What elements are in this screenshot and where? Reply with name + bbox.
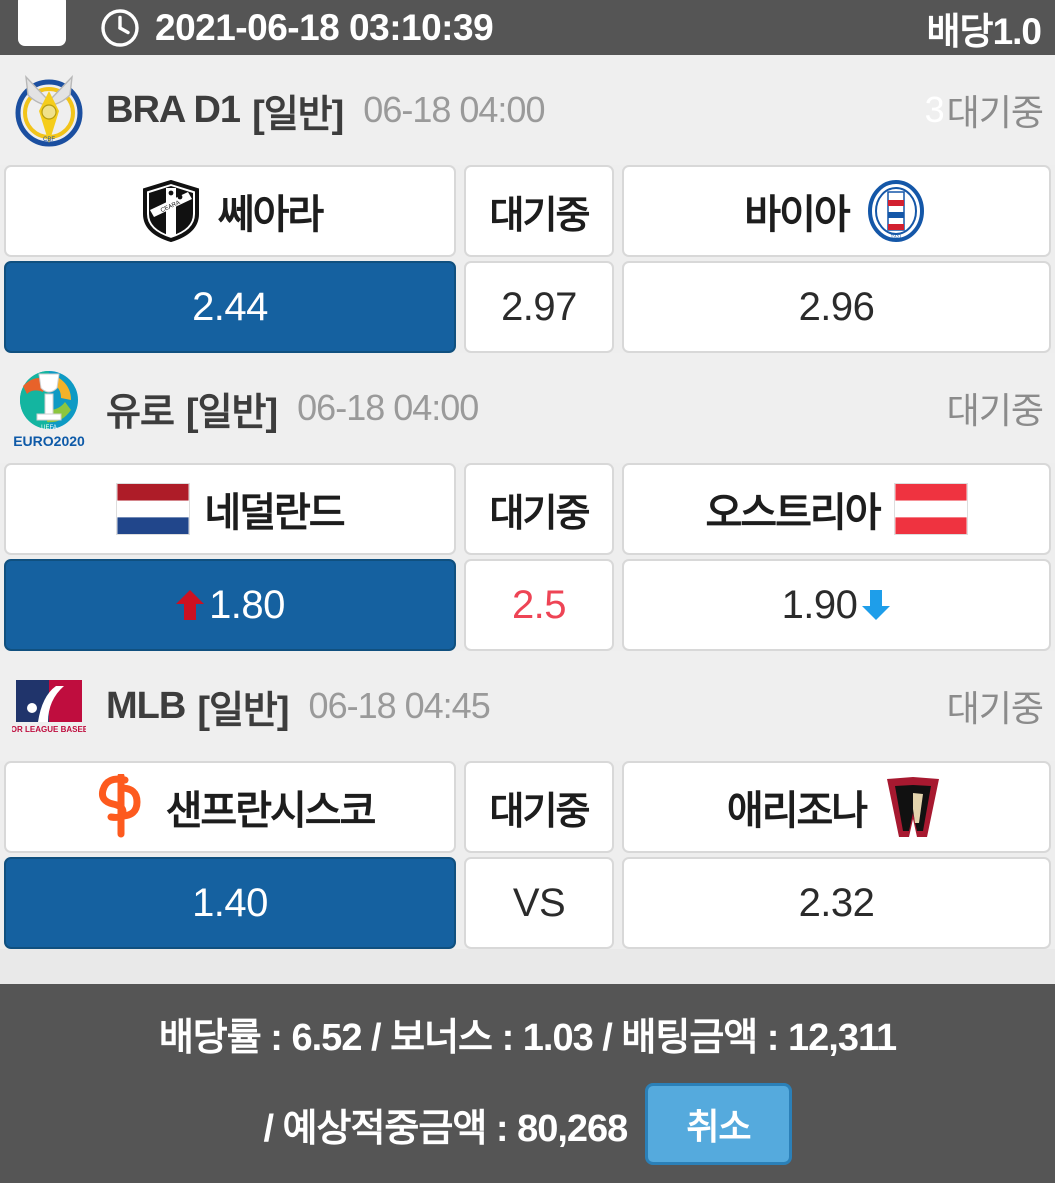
league-name: BRA D1 bbox=[106, 88, 241, 131]
bet-kind: [일반] bbox=[197, 689, 289, 732]
draw-odds-value: VS bbox=[512, 880, 566, 925]
home-team-cell[interactable]: 네덜란드 bbox=[4, 463, 456, 555]
austria-flag bbox=[893, 483, 968, 535]
arizona-diamondbacks-logo bbox=[880, 774, 946, 840]
away-team-cell[interactable]: 애리조나 bbox=[622, 761, 1051, 853]
away-team-name: 바이아 bbox=[744, 193, 850, 237]
san-francisco-giants-logo bbox=[86, 774, 152, 840]
home-odds-value: 1.80 bbox=[209, 582, 285, 627]
match-section: CBF BRA D1 [일반] 06-18 04:00 3 대기중 bbox=[0, 55, 1055, 353]
odds-row: 1.40 VS 2.32 bbox=[0, 857, 1055, 949]
match-section: UEFA EURO2020 유로 [일반] 06-18 04:00 대기중 bbox=[0, 353, 1055, 651]
away-odds-value: 2.96 bbox=[798, 284, 875, 329]
draw-label: 대기중 bbox=[489, 194, 591, 237]
team-row: 네덜란드 대기중 오스트리아 bbox=[0, 463, 1055, 559]
svg-text:EURO2020: EURO2020 bbox=[13, 433, 85, 449]
home-odds-value: 1.40 bbox=[192, 880, 268, 925]
mlb-logo: MAJOR LEAGUE BASEBALL bbox=[10, 662, 88, 750]
svg-text:1931: 1931 bbox=[890, 234, 901, 240]
draw-odds-button[interactable]: 2.97 bbox=[464, 261, 614, 353]
section-status: 대기중 bbox=[946, 688, 1044, 729]
away-odds-value: 1.90 bbox=[781, 582, 858, 627]
draw-odds-button[interactable]: 2.5 bbox=[464, 559, 614, 651]
brasileirao-trophy-logo: CBF bbox=[10, 66, 88, 154]
section-status-group: 대기중 bbox=[945, 382, 1044, 434]
home-odds-value: 2.44 bbox=[192, 284, 268, 329]
match-time: 06-18 04:00 bbox=[297, 387, 479, 428]
home-odds-button[interactable]: 1.80 bbox=[4, 559, 456, 651]
esporte-clube-bahia-crest: 1931 bbox=[863, 178, 929, 244]
current-datetime: 2021-06-18 03:10:39 bbox=[155, 6, 494, 48]
odds-row: 1.80 2.5 1.90 bbox=[0, 559, 1055, 651]
home-odds-button[interactable]: 1.40 bbox=[4, 857, 456, 949]
section-status: 대기중 bbox=[946, 92, 1044, 133]
draw-odds-value: 2.5 bbox=[511, 582, 567, 627]
team-row: 샌프란시스코 대기중 애리조나 bbox=[0, 761, 1055, 857]
away-odds-value: 2.32 bbox=[798, 880, 875, 925]
match-section: MAJOR LEAGUE BASEBALL MLB [일반] 06-18 04:… bbox=[0, 651, 1055, 949]
odds-row: 2.44 2.97 2.96 bbox=[0, 261, 1055, 353]
home-team-cell[interactable]: CEARA 쎄아라 bbox=[4, 165, 456, 257]
section-status-group: 대기중 bbox=[945, 680, 1044, 732]
top-bar: 2021-06-18 03:10:39 배당1.0 bbox=[0, 0, 1055, 55]
section-header[interactable]: UEFA EURO2020 유로 [일반] 06-18 04:00 대기중 bbox=[0, 353, 1055, 463]
section-header[interactable]: MAJOR LEAGUE BASEBALL MLB [일반] 06-18 04:… bbox=[0, 651, 1055, 761]
team-row: CEARA 쎄아라 대기중 바이아 bbox=[0, 165, 1055, 261]
away-team-name: 애리조나 bbox=[726, 789, 868, 833]
draw-status-cell[interactable]: 대기중 bbox=[464, 761, 614, 853]
svg-text:UEFA: UEFA bbox=[41, 425, 57, 431]
match-time: 06-18 04:00 bbox=[363, 89, 545, 130]
bet-summary-row-2: / 예상적중금액 : 80,268 취소 bbox=[263, 1083, 792, 1165]
home-team-name: 쎄아라 bbox=[217, 193, 324, 237]
league-name: 유로 bbox=[106, 391, 175, 434]
odds-down-arrow-icon bbox=[862, 590, 891, 620]
match-time: 06-18 04:45 bbox=[308, 685, 491, 726]
cancel-button[interactable]: 취소 bbox=[645, 1083, 792, 1165]
draw-status-cell[interactable]: 대기중 bbox=[464, 463, 614, 555]
away-odds-button[interactable]: 2.96 bbox=[622, 261, 1051, 353]
netherlands-flag bbox=[116, 483, 191, 535]
draw-status-cell[interactable]: 대기중 bbox=[464, 165, 614, 257]
match-list: CBF BRA D1 [일반] 06-18 04:00 3 대기중 bbox=[0, 55, 1055, 984]
odds-up-arrow-icon bbox=[176, 590, 205, 620]
home-team-cell[interactable]: 샌프란시스코 bbox=[4, 761, 456, 853]
home-team-name: 네덜란드 bbox=[204, 491, 345, 535]
bet-kind: [일반] bbox=[252, 93, 344, 136]
odds-badge: 배당1.0 bbox=[926, 10, 1042, 52]
draw-label: 대기중 bbox=[489, 492, 591, 535]
white-square-checkbox[interactable] bbox=[18, 0, 66, 46]
home-team-name: 샌프란시스코 bbox=[165, 789, 377, 833]
section-count-badge: 3 bbox=[924, 89, 945, 130]
svg-text:MAJOR LEAGUE BASEBALL: MAJOR LEAGUE BASEBALL bbox=[12, 725, 86, 734]
league-name: MLB bbox=[106, 684, 186, 727]
away-odds-button[interactable]: 1.90 bbox=[622, 559, 1051, 651]
euro-2020-logo: UEFA EURO2020 bbox=[10, 364, 88, 452]
section-status: 대기중 bbox=[946, 390, 1044, 431]
draw-label: 대기중 bbox=[489, 790, 591, 833]
section-header[interactable]: CBF BRA D1 [일반] 06-18 04:00 3 대기중 bbox=[0, 55, 1055, 165]
bet-summary-footer: 배당률 : 6.52 / 보너스 : 1.03 / 배팅금액 : 12,311 … bbox=[0, 984, 1055, 1183]
bet-summary-line-1: 배당률 : 6.52 / 보너스 : 1.03 / 배팅금액 : 12,311 bbox=[158, 1017, 897, 1059]
ceara-sc-crest: CEARA bbox=[138, 178, 204, 244]
clock-icon bbox=[101, 8, 139, 47]
away-team-cell[interactable]: 바이아 1931 bbox=[622, 165, 1051, 257]
draw-odds-value: 2.97 bbox=[501, 284, 577, 329]
away-team-cell[interactable]: 오스트리아 bbox=[622, 463, 1051, 555]
away-odds-button[interactable]: 2.32 bbox=[622, 857, 1051, 949]
bet-summary-line-2: / 예상적중금액 : 80,268 bbox=[263, 1107, 628, 1150]
home-odds-button[interactable]: 2.44 bbox=[4, 261, 456, 353]
draw-odds-button[interactable]: VS bbox=[464, 857, 614, 949]
away-team-name: 오스트리아 bbox=[705, 491, 882, 535]
section-status-group: 3 대기중 bbox=[924, 84, 1044, 136]
bet-kind: [일반] bbox=[185, 391, 278, 434]
svg-text:CBF: CBF bbox=[43, 137, 55, 143]
